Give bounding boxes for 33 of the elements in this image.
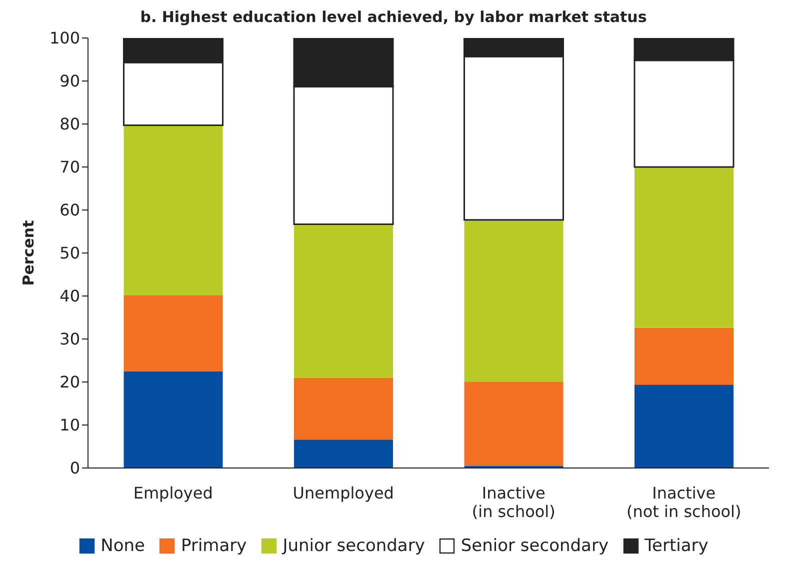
y-tick-label: 30 — [60, 330, 80, 349]
legend-label: Senior secondary — [460, 536, 609, 556]
legend-label: Tertiary — [644, 536, 708, 556]
y-tick-label: 70 — [60, 158, 80, 177]
x-tick-label: Employed — [133, 483, 213, 502]
bar — [634, 384, 734, 468]
bar — [124, 125, 223, 296]
y-tick-label: 40 — [60, 286, 80, 306]
y-tick-label: 0 — [70, 458, 80, 478]
legend-label: None — [100, 536, 145, 556]
bar — [294, 224, 394, 378]
x-tick-label: Inactive (not in school) — [626, 483, 742, 521]
y-tick-label: 80 — [60, 114, 80, 134]
y-tick-label: 10 — [60, 416, 80, 435]
x-tick-label: Inactive (in school) — [472, 483, 556, 521]
y-tick-label: 50 — [60, 244, 80, 263]
y-tick-label: 100 — [49, 28, 80, 48]
chart-title: b. Highest education level achieved, by labor market status — [139, 8, 648, 26]
y-tick-label: 20 — [60, 372, 80, 392]
x-tick-label: Unemployed — [292, 483, 394, 502]
bar — [124, 295, 223, 372]
bar — [634, 328, 734, 385]
y-tick-label: 60 — [60, 200, 80, 220]
bar — [464, 382, 564, 466]
y-tick-label: 90 — [60, 72, 80, 91]
bar — [464, 220, 564, 382]
bar — [124, 371, 223, 468]
bar — [294, 378, 394, 440]
legend-label: Junior secondary — [280, 536, 425, 556]
y-axis-title: Percent — [19, 220, 38, 286]
legend-label: Primary — [180, 536, 247, 556]
bar — [294, 440, 394, 468]
bar — [634, 167, 734, 328]
